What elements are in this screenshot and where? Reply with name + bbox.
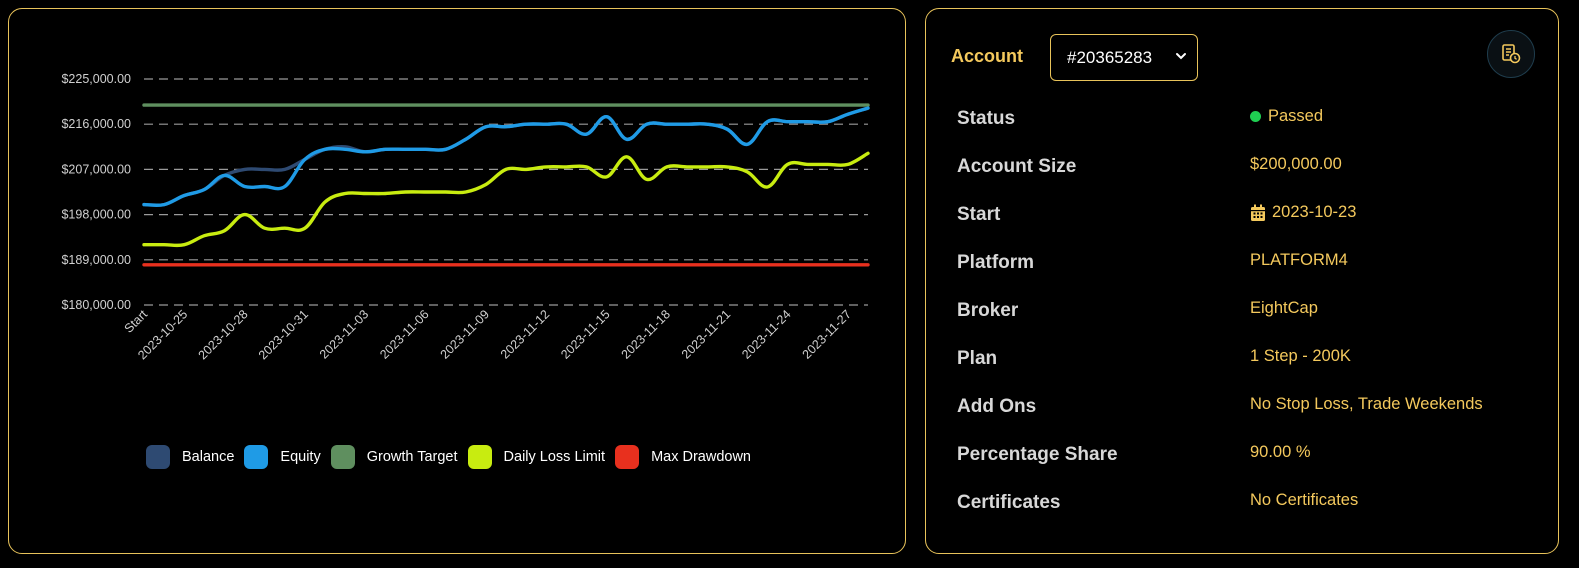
detail-key: Certificates xyxy=(957,492,1061,513)
detail-row-certificates: Certificates No Certificates xyxy=(957,491,1547,522)
legend-swatch xyxy=(615,445,640,469)
legend-swatch xyxy=(330,445,355,469)
y-tick-label: $189,000.00 xyxy=(61,253,131,267)
detail-key: Percentage Share xyxy=(957,444,1118,465)
start-date: 2023-10-23 xyxy=(1272,203,1357,221)
detail-row-platform: Platform PLATFORM4 xyxy=(957,251,1547,282)
detail-key: Start xyxy=(957,204,1001,225)
legend-item-max-drawdown[interactable]: Max Drawdown xyxy=(615,445,751,469)
detail-row-status: Status Passed xyxy=(957,107,1547,138)
x-tick-label: 2023-10-31 xyxy=(256,307,311,362)
legend-item-balance[interactable]: Balance xyxy=(146,445,234,469)
detail-key: Status xyxy=(957,108,1016,129)
x-tick-label: 2023-10-28 xyxy=(196,307,251,362)
legend-label: Growth Target xyxy=(366,449,458,465)
detail-value-status: Passed xyxy=(1250,107,1323,126)
series-line-equity xyxy=(142,106,870,208)
x-tick-label: 2023-11-06 xyxy=(377,307,431,361)
account-select-value: #20365283 xyxy=(1067,47,1153,67)
detail-row-plan: Plan 1 Step - 200K xyxy=(957,347,1547,378)
account-info-panel: Account #20365283 Status Passed Account … xyxy=(925,8,1559,554)
legend-swatch xyxy=(146,445,170,469)
calendar-icon xyxy=(1251,204,1265,221)
x-tick-label: 2023-11-27 xyxy=(800,307,854,361)
detail-value: PLATFORM4 xyxy=(1250,251,1348,269)
legend-label: Equity xyxy=(280,449,321,465)
legend-swatch xyxy=(244,445,269,469)
detail-key: Platform xyxy=(957,252,1035,273)
detail-key: Add Ons xyxy=(957,396,1037,417)
x-tick-label: 2023-11-09 xyxy=(438,307,492,361)
detail-row-add-ons: Add Ons No Stop Loss, Trade Weekends xyxy=(957,395,1547,426)
chart-legend: Balance Equity Growth Target Daily Loss … xyxy=(146,445,761,469)
y-tick-label: $207,000.00 xyxy=(61,162,131,176)
legend-swatch xyxy=(467,445,492,469)
account-chart: $225,000.00 $216,000.00 $207,000.00 $198,00… xyxy=(61,72,870,362)
account-label: Account xyxy=(951,46,1023,66)
detail-row-percentage-share: Percentage Share 90.00 % xyxy=(957,443,1547,474)
detail-row-broker: Broker EightCap xyxy=(957,299,1547,330)
legend-item-equity[interactable]: Equity xyxy=(244,445,321,469)
y-tick-label: $180,000.00 xyxy=(61,298,131,312)
x-tick-label: 2023-11-15 xyxy=(558,307,612,361)
detail-key: Broker xyxy=(957,300,1019,321)
x-tick-label: 2023-11-18 xyxy=(619,307,673,361)
detail-row-account-size: Account Size $200,000.00 xyxy=(957,155,1547,186)
x-tick-label: 2023-11-03 xyxy=(317,307,371,361)
series-line-daily-loss-limit xyxy=(142,151,870,248)
status-text: Passed xyxy=(1268,107,1324,125)
detail-key: Plan xyxy=(957,348,998,369)
detail-value-start: 2023-10-23 xyxy=(1250,203,1356,222)
detail-value: No Stop Loss, Trade Weekends xyxy=(1250,395,1483,413)
detail-value: EightCap xyxy=(1250,299,1318,317)
detail-key: Account Size xyxy=(957,156,1077,177)
legend-item-growth-target[interactable]: Growth Target xyxy=(330,445,458,469)
legend-label: Daily Loss Limit xyxy=(503,449,606,465)
series-line-balance xyxy=(142,106,870,208)
report-clock-icon xyxy=(1502,44,1521,64)
legend-label: Balance xyxy=(182,449,235,465)
y-tick-label: $216,000.00 xyxy=(61,117,131,131)
chevron-down-icon xyxy=(1176,53,1186,60)
y-tick-label: $225,000.00 xyxy=(61,72,131,86)
y-tick-label: $198,000.00 xyxy=(61,208,131,222)
legend-label: Max Drawdown xyxy=(651,449,751,465)
chart-panel: $225,000.00 $216,000.00 $207,000.00 $198,00… xyxy=(8,8,906,554)
report-button[interactable] xyxy=(1487,30,1535,78)
detail-value: 90.00 % xyxy=(1250,443,1311,461)
detail-value: No Certificates xyxy=(1250,491,1359,509)
x-tick-label: 2023-11-21 xyxy=(679,307,733,361)
detail-row-start: Start 2023-10-23 xyxy=(957,203,1547,234)
account-select[interactable]: #20365283 xyxy=(1050,34,1198,81)
detail-value: 1 Step - 200K xyxy=(1250,347,1351,365)
detail-value: $200,000.00 xyxy=(1250,155,1342,173)
x-tick-label: 2023-11-24 xyxy=(739,307,793,361)
legend-item-daily-loss-limit[interactable]: Daily Loss Limit xyxy=(467,445,606,469)
status-dot-icon xyxy=(1250,111,1261,122)
x-tick-label: 2023-11-12 xyxy=(498,307,552,361)
